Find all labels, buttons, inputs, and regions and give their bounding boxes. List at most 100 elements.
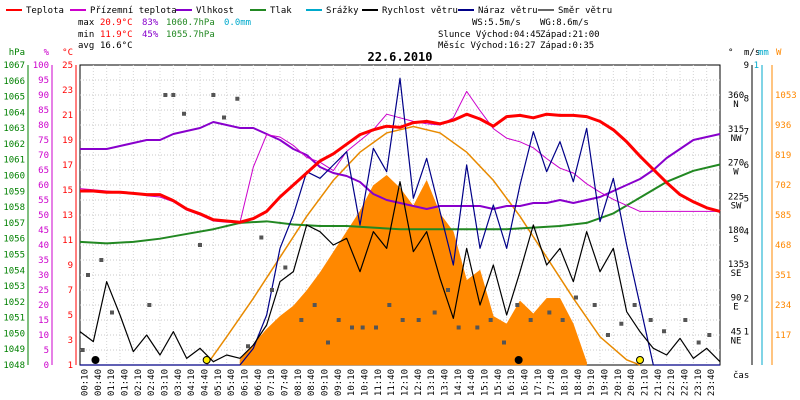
wind-direction-point bbox=[619, 321, 624, 326]
wind-direction-point bbox=[456, 325, 461, 330]
dir-axis-tick: 270 bbox=[728, 159, 744, 169]
dir-axis-tick: 360 bbox=[728, 91, 744, 101]
wind-direction-point bbox=[560, 318, 565, 322]
time-tick: 15:40 bbox=[494, 369, 504, 396]
time-tick: 07:10 bbox=[267, 369, 277, 396]
time-tick: 04:10 bbox=[187, 369, 197, 396]
wind-direction-point bbox=[326, 340, 330, 345]
time-tick: 04:40 bbox=[200, 369, 210, 396]
stat-min-press: 1055.7hPa bbox=[166, 30, 215, 40]
wind-direction-point bbox=[299, 318, 304, 322]
wind-direction-point bbox=[488, 318, 493, 322]
time-tick: 12:10 bbox=[400, 369, 410, 396]
time-tick: 07:40 bbox=[280, 369, 290, 396]
hpa-axis-tick: 1066 bbox=[3, 77, 25, 87]
stat-max-label: max bbox=[78, 18, 95, 28]
temp-axis-tick: 9 bbox=[68, 261, 73, 271]
legend-label: Tlak bbox=[270, 6, 292, 16]
hpa-axis-tick: 1067 bbox=[3, 61, 25, 71]
hpa-axis-label: hPa bbox=[9, 48, 25, 58]
moonset-marker bbox=[91, 356, 100, 364]
dir-axis-tick: W bbox=[733, 168, 739, 178]
wind-direction-point bbox=[432, 310, 437, 315]
wind-direction-point bbox=[696, 340, 701, 345]
info-sun: Slunce Východ:04:45 bbox=[438, 30, 541, 40]
header-info: max 20.9°C 83% 1060.7hPa 0.0mm min 11.9°… bbox=[78, 18, 600, 64]
time-tick: 00:10 bbox=[80, 369, 90, 396]
time-tick: 13:10 bbox=[427, 369, 437, 396]
wind-direction-point bbox=[606, 333, 610, 337]
time-tick: 17:40 bbox=[547, 369, 557, 396]
pct-axis-tick: 25 bbox=[38, 286, 49, 296]
time-tick: 03:10 bbox=[160, 369, 170, 396]
legend-label: Teplota bbox=[26, 6, 64, 16]
wind-direction-point bbox=[147, 303, 152, 307]
time-tick: 20:40 bbox=[627, 369, 637, 396]
temp-axis-tick: 21 bbox=[62, 111, 73, 121]
wm2-axis-tick: 819 bbox=[775, 151, 791, 161]
series-lines bbox=[79, 77, 721, 366]
wind-direction-point bbox=[163, 93, 168, 97]
solar-theoretical-line bbox=[206, 125, 641, 366]
wind-direction-point bbox=[336, 318, 341, 322]
ms-axis-tick: 7 bbox=[744, 128, 749, 138]
time-tick: 06:10 bbox=[240, 369, 250, 396]
hpa-axis-tick: 1053 bbox=[3, 282, 25, 292]
wind-direction-point bbox=[110, 310, 114, 315]
info-moon: Měsíc Východ:16:27 bbox=[438, 41, 536, 51]
temp-axis-tick: 25 bbox=[62, 61, 73, 71]
ms-axis-tick: 5 bbox=[744, 194, 749, 204]
time-tick: 02:10 bbox=[134, 369, 144, 396]
hpa-axis-tick: 1048 bbox=[3, 361, 25, 371]
stat-min-hum: 45% bbox=[142, 30, 159, 40]
wm2-axis-tick: 234 bbox=[775, 301, 791, 311]
temp-axis-tick: 13 bbox=[62, 211, 73, 221]
time-tick: 08:40 bbox=[307, 369, 317, 396]
time-tick: 11:10 bbox=[374, 369, 384, 396]
dir-axis-tick: 180 bbox=[728, 226, 744, 236]
dir-axis-tick: S bbox=[733, 235, 738, 245]
dir-axis-tick: SE bbox=[731, 269, 742, 279]
hpa-axis-tick: 1055 bbox=[3, 250, 25, 260]
ms-axis-label: m/s bbox=[744, 48, 760, 58]
stat-max-rain: 0.0mm bbox=[224, 18, 251, 28]
stat-avg-label: avg bbox=[78, 41, 94, 51]
time-tick: 21:10 bbox=[640, 369, 650, 396]
x-axis-label: čas bbox=[733, 370, 749, 381]
time-tick: 09:10 bbox=[320, 369, 330, 396]
pct-axis-tick: 95 bbox=[38, 76, 49, 86]
dir-axis-tick: 90 bbox=[731, 294, 742, 304]
temp-axis-tick: 1 bbox=[68, 361, 73, 371]
dir-axis-tick: 225 bbox=[728, 192, 744, 202]
temp-axis-tick: 23 bbox=[62, 86, 73, 96]
pct-axis-tick: 90 bbox=[38, 91, 49, 101]
wind-gust-line bbox=[80, 77, 720, 366]
ms-axis-tick: 2 bbox=[744, 294, 749, 304]
wm2-axis-tick: 702 bbox=[775, 181, 791, 191]
temp-axis-tick: 15 bbox=[62, 186, 73, 196]
wind-direction-point bbox=[171, 93, 176, 97]
wind-direction-point bbox=[475, 325, 480, 330]
wind-direction-point bbox=[80, 348, 85, 352]
time-tick: 01:40 bbox=[120, 369, 130, 396]
solar-radiation-area bbox=[239, 174, 587, 366]
ms-axis-tick: 6 bbox=[744, 161, 749, 171]
time-tick: 10:10 bbox=[347, 369, 357, 396]
time-tick: 18:10 bbox=[560, 369, 570, 396]
time-tick: 06:40 bbox=[254, 369, 264, 396]
pct-axis-tick: 50 bbox=[38, 211, 49, 221]
time-tick: 14:10 bbox=[454, 369, 464, 396]
moonrise-marker bbox=[514, 356, 523, 364]
wm2-axis-tick: 936 bbox=[775, 121, 791, 131]
solar-radiation-layer bbox=[206, 125, 641, 366]
info-sun-set: Západ:21:00 bbox=[540, 30, 600, 40]
wind-direction-point bbox=[211, 93, 216, 97]
wind-direction-point bbox=[270, 288, 274, 292]
time-tick: 22:40 bbox=[680, 369, 690, 396]
hpa-axis-tick: 1063 bbox=[3, 124, 25, 134]
legend-label: Vlhkost bbox=[196, 6, 234, 16]
time-tick: 23:40 bbox=[707, 369, 717, 396]
time-tick: 01:10 bbox=[107, 369, 117, 396]
temp-axis-tick: 3 bbox=[68, 336, 73, 346]
